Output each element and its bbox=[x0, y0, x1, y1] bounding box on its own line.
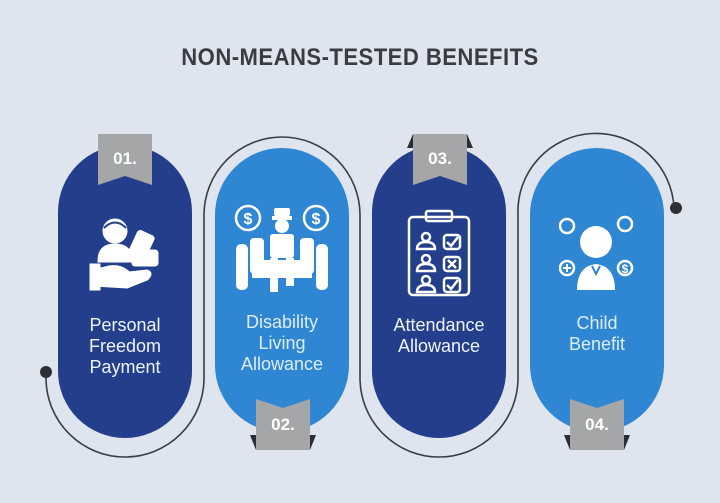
benefit-card-personal-freedom-payment: Personal Freedom Payment bbox=[58, 145, 192, 438]
connector-start-dot bbox=[40, 366, 52, 378]
benefit-label: Attendance Allowance bbox=[393, 315, 485, 356]
benefit-label: Disability Living Allowance bbox=[240, 312, 324, 374]
number-tab-02: 02. bbox=[250, 399, 316, 450]
benefit-card-child-benefit: $ Child Benefit bbox=[530, 148, 664, 432]
number-tab-04: 04. bbox=[564, 399, 630, 450]
hand-money-person-icon bbox=[58, 215, 192, 295]
benefit-label: Child Benefit bbox=[568, 313, 626, 354]
svg-text:$: $ bbox=[622, 262, 629, 276]
benefit-card-disability-living-allowance: $ $ Disability Living Allowance bbox=[215, 148, 349, 432]
benefit-label: Personal Freedom Payment bbox=[88, 315, 162, 377]
svg-text:$: $ bbox=[244, 211, 253, 228]
benefit-card-attendance-allowance: Attendance Allowance bbox=[372, 145, 506, 438]
attendance-clipboard-icon bbox=[372, 209, 506, 297]
child-benefit-icon: $ bbox=[530, 214, 664, 290]
wheelchair-person-money-icon: $ $ bbox=[215, 204, 349, 296]
number-tab-03: 03. bbox=[407, 134, 473, 185]
number-tab-01: 01. bbox=[98, 134, 152, 185]
page-title: NON-MEANS-TESTED BENEFITS bbox=[181, 44, 539, 71]
svg-text:$: $ bbox=[312, 211, 321, 228]
connector-end-dot bbox=[670, 202, 682, 214]
